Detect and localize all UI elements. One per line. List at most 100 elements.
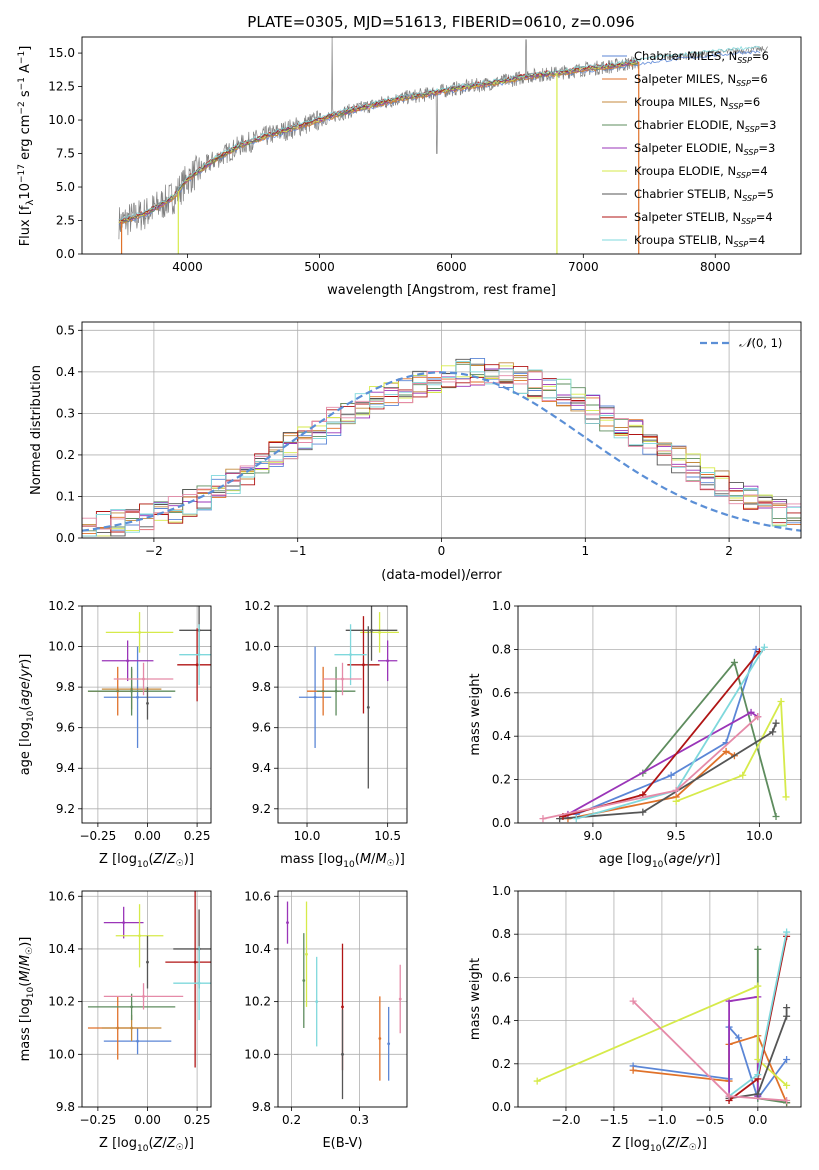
y-axis-label: age [log10(age/yr)] [18,654,36,776]
data-point-marker [672,786,680,794]
legend-label: Kroupa ELODIE, NSSP=4 [634,164,768,180]
data-point-marker [639,808,647,816]
legend-label: Kroupa STELIB, NSSP=4 [634,233,765,249]
model-line-chab_elodie [118,61,639,223]
spectrum-plot [118,37,769,254]
data-point [386,659,390,663]
model-line-salp_miles [118,62,639,225]
y-tick-label: 0.2 [56,448,75,462]
x-axis-label: Z [log10(Z/Z☉)] [99,1136,194,1154]
data-point-marker [572,815,580,823]
x-tick-label: 0.2 [282,1113,301,1127]
mass_vs_Z-plot [87,891,211,1068]
data-point [142,677,145,681]
legend-label: Chabrier STELIB, NSSP=5 [634,187,774,203]
axes-frame [517,605,802,824]
age_vs_Z-axes [78,605,211,827]
y-tick-label: 0.6 [492,970,511,984]
y-tick-label: 0.2 [492,1057,511,1071]
data-point [387,1042,391,1046]
x-tick-label: 7000 [568,260,599,274]
y-tick-label: 0.4 [492,1014,511,1028]
data-point-marker [783,1081,791,1089]
legend-label: Salpeter ELODIE, NSSP=3 [634,141,775,157]
data-point-marker [783,1012,791,1020]
data-point [315,1000,319,1004]
data-point-marker [782,793,790,801]
legend-label: Chabrier ELODIE, NSSP=3 [634,118,776,134]
model-line-krou_miles [118,61,639,225]
series-line-chab_miles [575,649,757,816]
data-point-marker [725,1092,733,1100]
y-tick-label: 15.0 [48,46,75,60]
data-point-marker [754,1071,762,1079]
y-tick-label: 10.2 [48,599,75,613]
data-point [146,960,149,964]
x-tick-label: 0.3 [350,1113,369,1127]
axes-frame [277,605,408,824]
data-point [398,997,402,1001]
y-tick-label: 10.6 [244,889,271,903]
model-line-chab_stelib [118,59,639,221]
series-line-krou_elodie [536,984,788,1087]
data-point [195,663,199,667]
x-tick-label: 0.0 [748,1113,767,1127]
histogram-plot [82,357,801,538]
y-tick-label: 0.0 [492,816,511,830]
data-point-marker [754,1090,762,1098]
y-tick-label: 10.0 [244,640,271,654]
x-tick-label: 0.00 [134,829,161,843]
model-line-salp_stelib [118,59,639,222]
y-tick-label: 9.6 [252,721,271,735]
data-point-marker [730,658,738,666]
age_vs_Z-plot [87,606,211,748]
x-axis-label: Z [log10(Z/Z☉)] [612,1136,707,1154]
data-point-marker [754,713,762,721]
residuals-axes [78,322,801,542]
legend-label: Kroupa MILES, NSSP=6 [634,95,760,111]
y-tick-label: 0.1 [56,489,75,503]
x-tick-label: −2.0 [551,1113,580,1127]
series-line-salp_miles [567,750,735,820]
axes-frame [81,36,802,255]
y-axis-label: Flux [fλ10−17 erg cm−2 s−1 A−1] [17,46,36,247]
x-tick-label: 9.5 [667,829,686,843]
model-line-salp_elodie [118,60,639,224]
x-tick-label: 4000 [172,260,203,274]
x-tick-label: −1 [289,544,307,558]
y-tick-label: 9.4 [252,761,271,775]
data-point-marker [783,1097,791,1105]
y-tick-label: 9.2 [56,802,75,816]
y-tick-label: 12.5 [48,80,75,94]
x-axis-label: E(B-V) [322,1136,362,1151]
y-tick-label: 10.2 [244,599,271,613]
data-point [341,677,344,681]
data-point [197,981,201,985]
y-tick-label: 10.2 [244,995,271,1009]
x-tick-label: −0.5 [695,1113,724,1127]
data-point-marker [754,945,762,953]
y-tick-label: 0.5 [56,323,75,337]
data-point-marker [629,1066,637,1074]
data-point [362,663,365,667]
y-tick-label: 10.0 [48,1047,75,1061]
mass_vs_EBV-plot [286,901,402,1100]
data-point-marker [772,719,780,727]
y-tick-label: 10.0 [244,1047,271,1061]
x-tick-label: −0.25 [79,1113,116,1127]
x-axis-label: wavelength [Angstrom, rest frame] [327,283,556,298]
x-tick-label: 0.00 [134,1113,161,1127]
series-line-chab_stelib [728,1007,788,1100]
x-tick-label: 0.25 [184,829,211,843]
y-tick-label: 9.8 [56,680,75,694]
data-point [138,934,141,938]
y-tick-label: 1.0 [492,884,511,898]
figure-title: PLATE=0305, MJD=51613, FIBERID=0610, z=0… [247,13,634,31]
data-point-marker [754,982,762,990]
series-line-krou_elodie [675,698,787,803]
model-line-krou_stelib [118,45,761,220]
data-point-marker [722,747,730,755]
age_vs_mass-axes [274,605,407,827]
data-point-marker [739,771,747,779]
